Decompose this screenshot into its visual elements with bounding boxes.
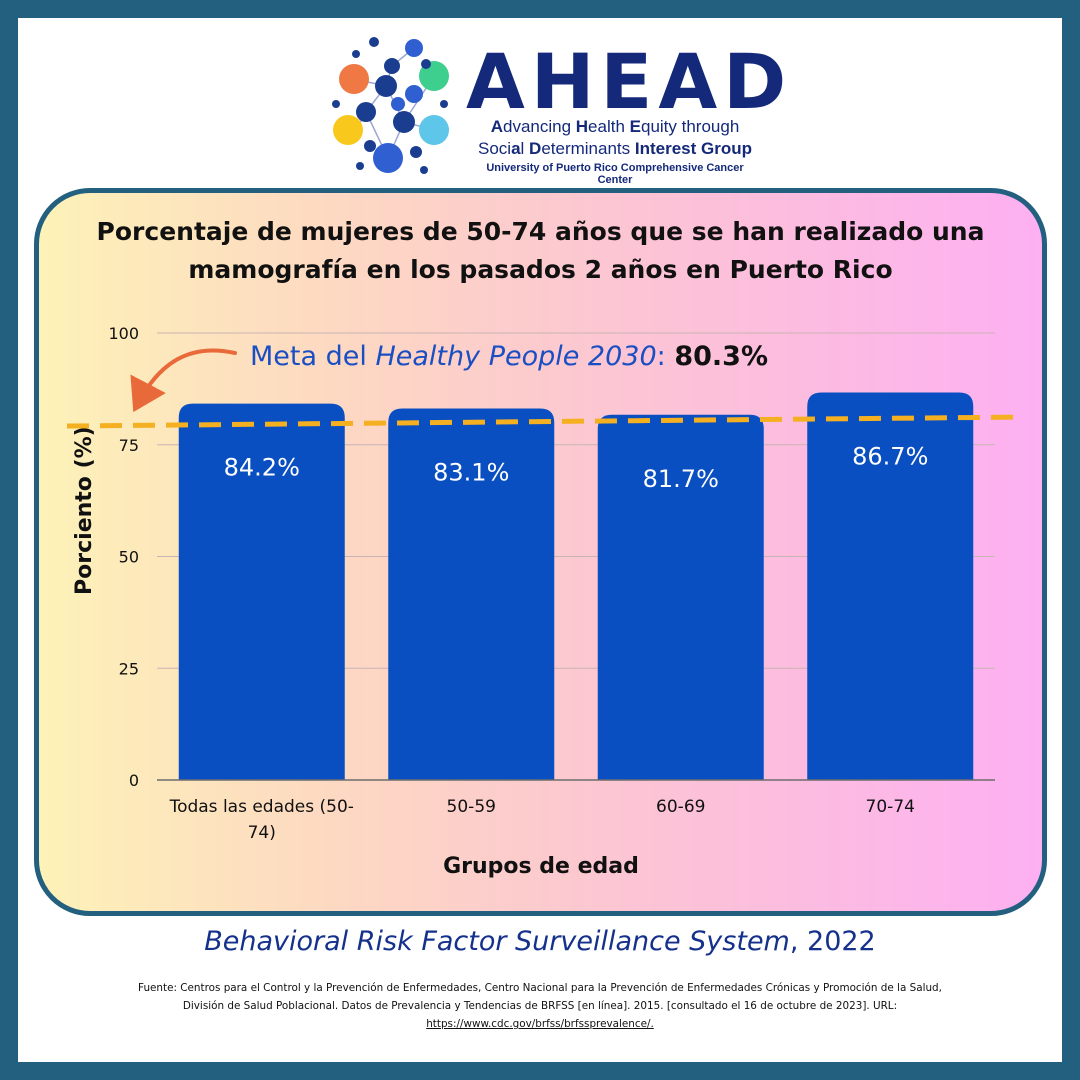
logo-dot: [356, 162, 364, 170]
y-tick-label: 100: [108, 324, 139, 343]
source-footnote: Fuente: Centros para el Control y la Pre…: [28, 979, 1052, 1033]
tagline-fragment: Soci: [478, 139, 512, 158]
logo-dot: [405, 39, 423, 57]
tagline-fragment: A: [490, 117, 503, 136]
chart-title: Porcentaje de mujeres de 50-74 años que …: [96, 217, 985, 284]
tagline-fragment: Interest Group: [634, 139, 752, 158]
annotation-fragment: :: [657, 341, 675, 372]
tagline-fragment: quity through: [640, 117, 740, 136]
logo-dot: [421, 59, 431, 69]
tagline-fragment: l: [520, 139, 530, 158]
chart-panel: Porcentaje de mujeres de 50-74 años que …: [34, 188, 1047, 916]
annotation-fragment: Meta del: [250, 341, 375, 372]
logo-dot: [410, 146, 422, 158]
logo-dot: [373, 143, 403, 173]
target-annotation: Meta del Healthy People 2030: 80.3%: [250, 341, 768, 372]
source-title-year: , 2022: [789, 926, 876, 957]
source-url-link[interactable]: https://www.cdc.gov/brfss/brfssprevalenc…: [426, 1018, 654, 1030]
footnote-line-1: Fuente: Centros para el Control y la Pre…: [138, 982, 942, 994]
logo-dot: [419, 115, 449, 145]
annotations: Meta del Healthy People 2030: 80.3%: [66, 341, 1022, 429]
source-title-italic: Behavioral Risk Factor Surveillance Syst…: [204, 926, 790, 957]
brand-name: AHEAD: [466, 37, 793, 126]
logo-dot: [391, 97, 405, 111]
logo-dot: [375, 75, 397, 97]
target-reference-line: [66, 414, 1022, 429]
tagline-line-2: Social Determinants Interest Group: [470, 139, 760, 159]
axes: 0 25 50 75 100 Todas las edades (50- 74) 50-59 6…: [72, 324, 995, 879]
logo-dot: [393, 111, 415, 133]
tagline-fragment: E: [629, 117, 641, 136]
logo-dot: [384, 58, 400, 74]
logo-dot: [364, 140, 376, 152]
tagline-fragment: ealth: [588, 117, 630, 136]
x-axis-title: Grupos de edad: [443, 854, 639, 879]
tagline-fragment: a: [511, 139, 521, 158]
y-tick-label: 0: [129, 771, 139, 790]
x-tick-label: 50-59: [447, 797, 496, 817]
x-tick-label: 60-69: [656, 797, 705, 817]
footnote-line-2: División de Salud Poblacional. Datos de …: [182, 1000, 898, 1012]
logo-dot: [420, 166, 428, 174]
tagline-line-1: Advancing Health Equity through: [470, 117, 760, 137]
annotation-arrow-icon: [130, 348, 237, 413]
bar: [178, 403, 345, 780]
y-axis-title: Porciento (%): [72, 426, 97, 595]
bar: [597, 414, 764, 780]
tagline-fragment: eterminants: [541, 139, 635, 158]
logo-dot: [356, 102, 376, 122]
x-tick-label: 70-74: [866, 797, 915, 817]
logo-dot: [339, 64, 369, 94]
logo-dot: [369, 37, 379, 47]
logo-dot: [405, 85, 423, 103]
y-tick-label: 25: [119, 659, 139, 678]
bar-value-label: 83.1%: [433, 459, 509, 487]
logo-dot: [333, 115, 363, 145]
y-tick-label: 50: [119, 548, 139, 567]
tagline-fragment: D: [529, 139, 542, 158]
bar-value-label: 84.2%: [224, 454, 300, 482]
tagline-fragment: H: [575, 117, 589, 136]
y-tick-label: 75: [119, 436, 139, 455]
bar-value-label: 81.7%: [643, 465, 719, 493]
annotation-fragment: 80.3%: [674, 341, 768, 372]
annotation-fragment: Healthy People 2030: [375, 341, 656, 372]
tagline-line-3: University of Puerto Rico Comprehensive …: [486, 162, 744, 186]
source-title: Behavioral Risk Factor Surveillance Syst…: [0, 926, 1080, 957]
tagline-fragment: dvancing: [502, 117, 576, 136]
logo-dot: [440, 100, 448, 108]
bar: [388, 408, 555, 780]
bar-chart: 84.2% 83.1% 81.7% 86.7% 0 25 50 75 100 Todas las…: [66, 324, 1022, 879]
bars: 84.2% 83.1% 81.7% 86.7%: [178, 392, 974, 780]
bar-value-label: 86.7%: [852, 442, 928, 470]
x-tick-label: 74): [248, 823, 276, 843]
ahead-logo-network-icon: [332, 37, 449, 174]
logo-dot: [352, 50, 360, 58]
bar: [807, 392, 974, 780]
logo-dot: [332, 100, 340, 108]
x-tick-label: Todas las edades (50-: [169, 797, 354, 817]
